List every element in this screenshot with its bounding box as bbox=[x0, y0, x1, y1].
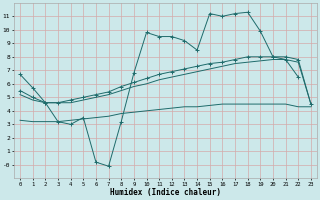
X-axis label: Humidex (Indice chaleur): Humidex (Indice chaleur) bbox=[110, 188, 221, 197]
